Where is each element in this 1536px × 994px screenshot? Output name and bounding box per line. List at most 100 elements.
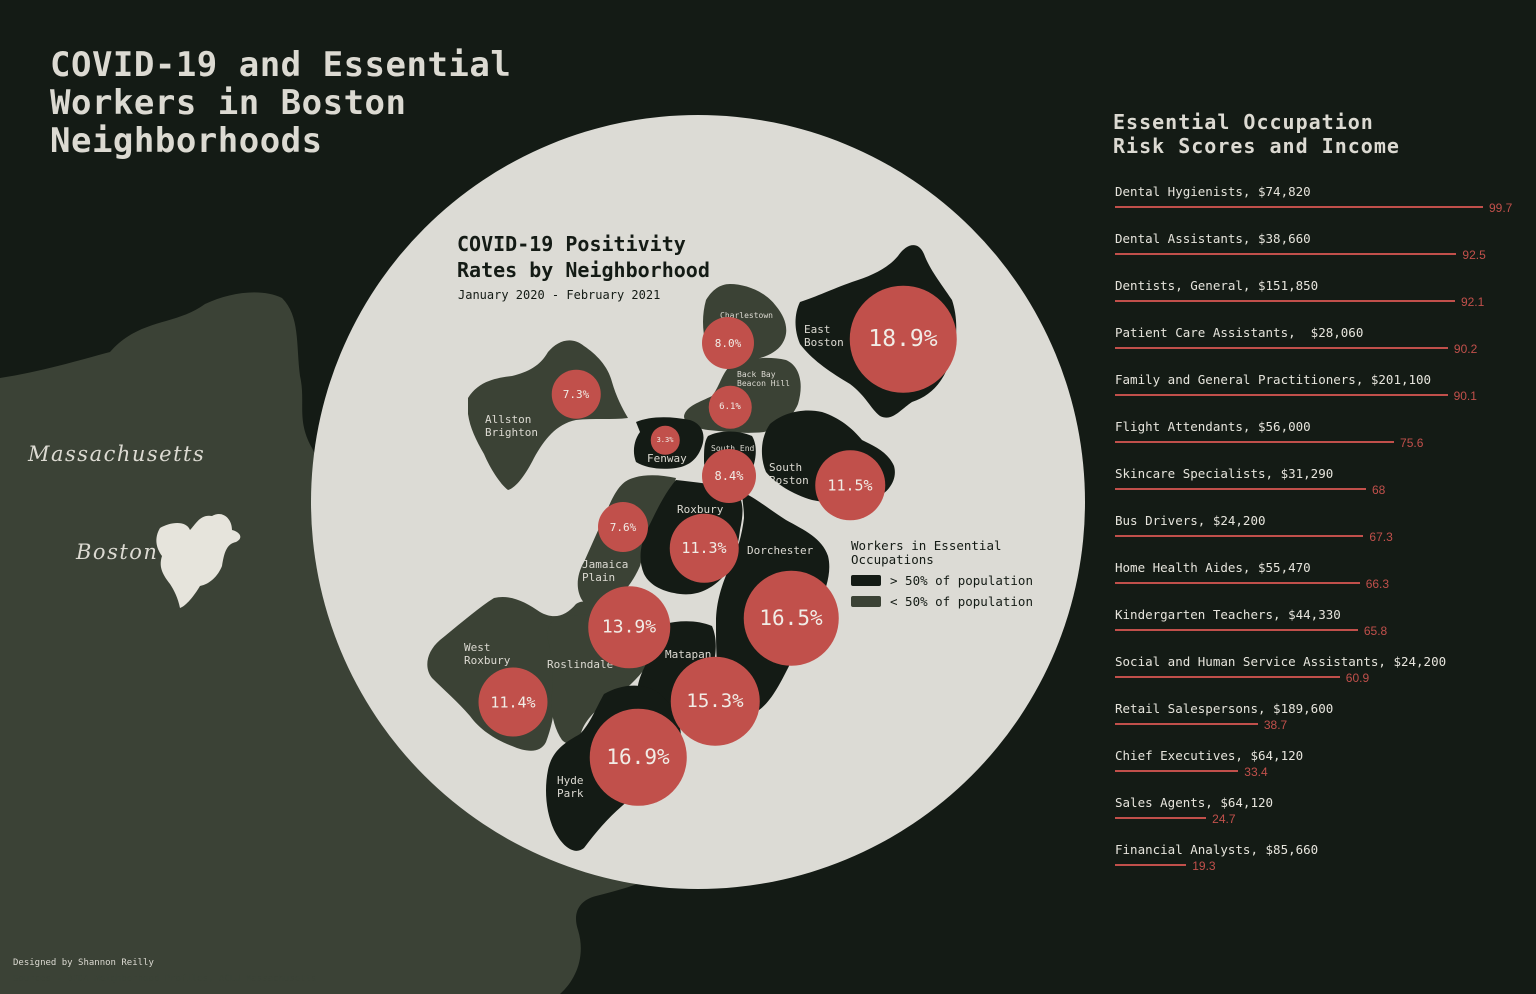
risk-score-bar <box>1115 817 1207 819</box>
occupation-label: Bus Drivers, $24,200 <box>1115 513 1266 528</box>
risk-score-value: 99.7 <box>1489 201 1513 215</box>
state-label: Massachusetts <box>28 442 206 466</box>
occupation-label: Chief Executives, $64,120 <box>1115 748 1304 763</box>
rate-bubble-charlestown: 8.0% <box>702 317 754 369</box>
rate-bubble-back-bay-beacon-hill: 6.1% <box>708 385 752 429</box>
rate-bubble-jamaica-plain: 7.6% <box>598 502 648 552</box>
city-label: Boston <box>76 540 159 564</box>
risk-score-value: 75.6 <box>1400 436 1424 450</box>
legend: Workers in Essential Occupations > 50% o… <box>851 539 1033 609</box>
occupation-row: Sales Agents, $64,120 24.7 <box>1113 795 1528 842</box>
rate-bubble-east-boston: 18.9% <box>849 285 957 393</box>
occupation-row: Dental Assistants, $38,660 92.5 <box>1113 231 1528 278</box>
risk-score-value: 90.1 <box>1453 389 1477 403</box>
risk-score-bar <box>1115 347 1448 349</box>
legend-title: Workers in Essential Occupations <box>851 538 1002 567</box>
occupation-label: Retail Salespersons, $189,600 <box>1115 701 1334 716</box>
rate-bubble-south-boston: 11.5% <box>815 450 885 520</box>
rate-bubble-roxbury: 11.3% <box>669 513 739 583</box>
rate-bubble-roslindale: 13.9% <box>588 586 670 668</box>
risk-score-value: 24.7 <box>1212 812 1236 826</box>
sources-credit: Sources - BPDA Neighborhood Profiles, AC… <box>13 974 317 984</box>
neighborhood-label-west-roxbury: West Roxbury <box>464 641 511 667</box>
rate-bubble-west-roxbury: 11.4% <box>478 667 548 737</box>
rate-bubble-fenway: 3.3% <box>650 425 680 455</box>
neighborhood-label-roslindale: Roslindale <box>547 658 614 671</box>
designer-credit: Designed by Shannon Reilly <box>13 958 154 968</box>
occupation-row: Bus Drivers, $24,200 67.3 <box>1113 513 1528 560</box>
occupation-row: Chief Executives, $64,120 33.4 <box>1113 748 1528 795</box>
risk-score-bar <box>1115 676 1340 678</box>
occupation-label: Dental Hygienists, $74,820 <box>1115 184 1311 199</box>
risk-score-value: 68 <box>1371 483 1386 497</box>
risk-score-bar <box>1115 300 1455 302</box>
legend-swatch <box>851 596 881 607</box>
occupation-row: Retail Salespersons, $189,600 38.7 <box>1113 701 1528 748</box>
risk-score-value: 90.2 <box>1453 342 1478 356</box>
rate-bubble-matapan: 15.3% <box>670 656 760 746</box>
risk-score-value: 60.9 <box>1345 671 1370 685</box>
risk-score-value: 33.4 <box>1244 765 1268 779</box>
neighborhood-label-jamaica-plain: Jamaica Plain <box>582 558 629 584</box>
neighborhood-label-matapan: Matapan <box>665 648 712 661</box>
neighborhood-label-allston-brighton: Allston Brighton <box>485 413 538 439</box>
occupation-label: Skincare Specialists, $31,290 <box>1115 466 1334 481</box>
occupation-row: Dentists, General, $151,850 92.1 <box>1113 278 1528 325</box>
occupation-row: Social and Human Service Assistants, $24… <box>1113 654 1528 701</box>
occupation-row: Financial Analysts, $85,660 19.3 <box>1113 842 1528 889</box>
occupation-label: Flight Attendants, $56,000 <box>1115 419 1311 434</box>
occupation-label: Patient Care Assistants, $28,060 <box>1115 325 1364 340</box>
rate-bubble-allston-brighton: 7.3% <box>551 369 601 419</box>
occupation-row: Kindergarten Teachers, $44,330 65.8 <box>1113 607 1528 654</box>
occupation-row: Flight Attendants, $56,000 75.6 <box>1113 419 1528 466</box>
map-title: COVID-19 Positivity Rates by Neighborhoo… <box>457 232 710 282</box>
occupation-label: Home Health Aides, $55,470 <box>1115 560 1311 575</box>
occupation-label: Kindergarten Teachers, $44,330 <box>1115 607 1341 622</box>
neighborhood-label-charlestown: Charlestown <box>720 311 773 320</box>
risk-score-bar <box>1115 488 1366 490</box>
occupation-panel-title: Essential Occupation Risk Scores and Inc… <box>1113 110 1400 158</box>
map-subtitle: January 2020 - February 2021 <box>458 288 661 302</box>
credits: Designed by Shannon Reilly Sources - BPD… <box>13 955 316 987</box>
occupation-label: Family and General Practitioners, $201,1… <box>1115 372 1432 387</box>
risk-score-value: 92.5 <box>1462 248 1486 262</box>
occupation-label: Dentists, General, $151,850 <box>1115 278 1319 293</box>
risk-score-bar <box>1115 441 1395 443</box>
neighborhood-label-roxbury: Roxbury <box>677 503 724 516</box>
risk-score-bar <box>1115 864 1187 866</box>
occupation-row: Skincare Specialists, $31,290 68 <box>1113 466 1528 513</box>
risk-score-value: 65.8 <box>1363 624 1388 638</box>
neighborhood-label-back-bay-beacon-hill: Back Bay Beacon Hill <box>737 370 790 388</box>
page-title: COVID-19 and Essential Workers in Boston… <box>50 45 512 161</box>
occupation-label: Sales Agents, $64,120 <box>1115 795 1274 810</box>
risk-score-bar <box>1115 770 1239 772</box>
occupation-panel: Essential Occupation Risk Scores and Inc… <box>1113 110 1528 889</box>
risk-score-value: 92.1 <box>1460 295 1485 309</box>
risk-score-bar <box>1115 535 1364 537</box>
risk-score-bar <box>1115 206 1483 208</box>
risk-score-value: 19.3 <box>1192 859 1216 873</box>
risk-score-bar <box>1115 394 1448 396</box>
occupation-list: Dental Hygienists, $74,820 99.7 Dental Ass… <box>1113 184 1528 889</box>
boston-outline <box>156 513 241 608</box>
occupation-row: Dental Hygienists, $74,820 99.7 <box>1113 184 1528 231</box>
occupation-row: Family and General Practitioners, $201,1… <box>1113 372 1528 419</box>
neighborhood-label-dorchester: Dorchester <box>747 544 814 557</box>
risk-score-bar <box>1115 723 1258 725</box>
occupation-row: Patient Care Assistants, $28,060 90.2 <box>1113 325 1528 372</box>
risk-score-bar <box>1115 582 1360 584</box>
neighborhood-label-hyde-park: Hyde Park <box>557 774 584 800</box>
neighborhood-label-south-boston: South Boston <box>769 461 809 487</box>
legend-item-minority: < 50% of population <box>851 594 1033 609</box>
neighborhood-label-east-boston: East Boston <box>804 323 844 349</box>
neighborhood-label-south-end: South End <box>711 444 754 453</box>
occupation-label: Financial Analysts, $85,660 <box>1115 842 1319 857</box>
occupation-label: Dental Assistants, $38,660 <box>1115 231 1311 246</box>
legend-item-majority: > 50% of population <box>851 573 1033 588</box>
risk-score-value: 66.3 <box>1365 577 1390 591</box>
rate-bubble-south-end: 8.4% <box>702 449 756 503</box>
risk-score-value: 38.7 <box>1263 718 1288 732</box>
risk-score-value: 67.3 <box>1369 530 1393 544</box>
occupation-label: Social and Human Service Assistants, $24… <box>1115 654 1447 669</box>
neighborhood-label-fenway: Fenway <box>647 452 687 465</box>
